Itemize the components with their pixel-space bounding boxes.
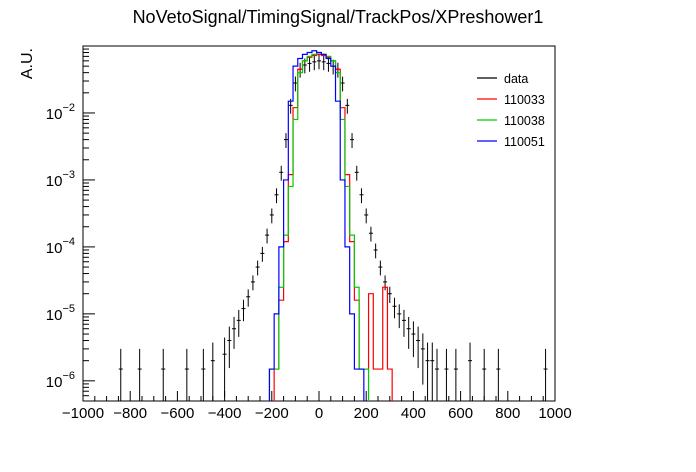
data-point: [236, 309, 241, 337]
series-layer: [118, 50, 548, 401]
data-point: [118, 348, 123, 401]
data-point: [250, 275, 255, 291]
x-tick-label: 600: [448, 405, 473, 422]
data-point: [298, 62, 303, 78]
data-point: [255, 260, 260, 276]
data-point: [269, 208, 274, 224]
data-point: [321, 55, 326, 71]
y-tick-exponent: −4: [62, 236, 75, 248]
data-point: [161, 348, 166, 401]
y-tick-exponent: −5: [62, 303, 75, 315]
x-tick-label: 400: [401, 405, 426, 422]
x-tick-label: 1000: [538, 405, 571, 422]
data-point: [401, 309, 406, 337]
x-tick-label: −800: [113, 405, 147, 422]
data-point: [411, 321, 416, 358]
data-point: [496, 348, 501, 401]
data-point: [354, 165, 359, 181]
data-point: [307, 56, 312, 72]
data-point: [387, 286, 392, 304]
x-tick-label: −200: [255, 405, 289, 422]
y-axis-label: A.U.: [19, 48, 36, 79]
series-110038-step: [268, 51, 370, 401]
legend-item: data: [477, 72, 528, 86]
data-point: [435, 348, 439, 401]
y-tick-base: 10: [46, 173, 63, 190]
legend: data 110033 110038 110051: [477, 72, 545, 149]
data-point: [222, 337, 227, 398]
y-tick-label: 10−2: [46, 102, 75, 123]
data-point: [444, 348, 449, 401]
data-point: [425, 342, 430, 401]
y-tick-base: 10: [46, 307, 63, 324]
y-tick-base: 10: [46, 374, 63, 391]
x-tick-label: −1000: [62, 405, 104, 422]
data-point: [406, 316, 411, 349]
data-point: [543, 348, 548, 401]
data-point: [345, 98, 350, 114]
y-tick-base: 10: [46, 106, 63, 123]
data-point: [265, 228, 270, 244]
data-point: [331, 59, 336, 75]
data-point: [312, 55, 317, 71]
y-tick-exponent: −2: [62, 102, 75, 114]
data-point: [340, 76, 345, 92]
data-point: [260, 246, 265, 262]
legend-item: 110051: [477, 135, 545, 149]
data-point: [137, 348, 142, 401]
x-tick-label: −600: [161, 405, 195, 422]
legend-label: data: [504, 72, 528, 86]
legend-label: 110038: [504, 114, 545, 128]
y-tick-label: 10−5: [46, 303, 75, 324]
data-point: [246, 289, 251, 307]
data-point: [326, 56, 331, 72]
chart-title: NoVetoSignal/TimingSignal/TrackPos/XPres…: [133, 7, 544, 27]
y-tick-label: 10−4: [46, 236, 75, 257]
x-tick-label: 200: [354, 405, 379, 422]
data-point: [184, 348, 189, 401]
y-tick-label: 10−3: [46, 169, 75, 190]
data-point: [201, 348, 206, 401]
legend-item: 110033: [477, 93, 545, 107]
legend-label: 110051: [504, 135, 545, 149]
data-point: [241, 299, 246, 322]
data-point: [283, 133, 288, 148]
data-point: [397, 304, 402, 329]
y-tick-exponent: −3: [62, 169, 75, 181]
data-point: [383, 275, 388, 291]
y-tick-exponent: −6: [62, 370, 75, 382]
data-point: [364, 208, 369, 224]
data-point: [350, 133, 355, 148]
y-tick-base: 10: [46, 240, 63, 257]
data-point: [468, 342, 473, 401]
legend-label: 110033: [504, 93, 545, 107]
x-tick-label: 800: [495, 405, 520, 422]
data-point: [430, 342, 435, 401]
data-point: [232, 316, 237, 349]
x-tick-label: −400: [208, 405, 242, 422]
x-tick-label: 0: [315, 405, 323, 422]
data-point: [227, 326, 232, 369]
data-point: [420, 333, 425, 385]
series-110033-step: [273, 53, 393, 401]
data-point: [279, 165, 284, 181]
data-point: [210, 342, 215, 401]
data-point: [482, 348, 487, 401]
data-point: [317, 54, 321, 70]
data-point: [373, 243, 378, 259]
legend-item: 110038: [477, 114, 545, 128]
y-tick-label: 10−6: [46, 370, 75, 391]
data-point: [274, 188, 279, 204]
data-point: [368, 226, 373, 242]
data-point: [392, 297, 397, 319]
axes: −1000 −800 −600 −400 −200 0 200 400 600 800 1000 10…: [46, 48, 572, 422]
series-110051-step: [268, 50, 365, 401]
data-point: [416, 326, 421, 369]
data-point: [359, 188, 364, 204]
data-point: [453, 348, 458, 401]
data-point: [378, 260, 383, 276]
data-point: [335, 62, 340, 78]
data-point: [293, 76, 298, 92]
